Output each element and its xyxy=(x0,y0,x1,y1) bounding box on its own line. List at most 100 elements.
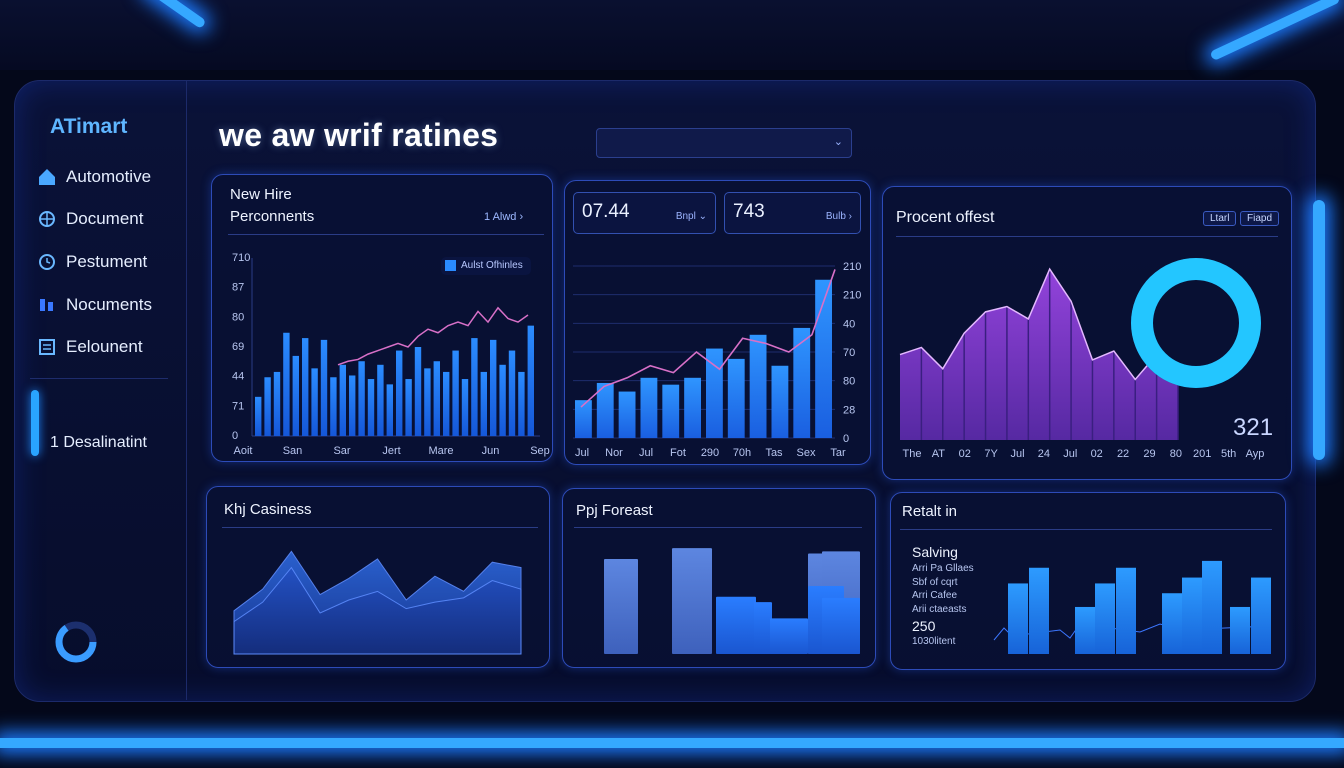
stat-button[interactable]: Bnpl ⌄ xyxy=(676,211,707,222)
sidebar-item-nocuments[interactable]: Nocuments xyxy=(36,294,152,316)
bar xyxy=(1182,577,1202,654)
sidebar-item-label: Pestument xyxy=(66,252,148,271)
stat-value: 07.44 xyxy=(582,201,630,222)
bar xyxy=(1202,560,1222,654)
y-tick-label: 0 xyxy=(843,433,849,445)
x-tick-label: Mare xyxy=(428,445,453,457)
x-tick-label: Sex xyxy=(797,447,816,459)
y-tick-label: 44 xyxy=(232,371,244,383)
brand-logo[interactable]: ATimart xyxy=(50,115,128,138)
bar xyxy=(283,332,290,436)
bar xyxy=(1251,577,1271,654)
bar xyxy=(684,377,701,438)
bar xyxy=(770,618,808,654)
retail-heading: Salving xyxy=(912,544,958,560)
x-tick-label: 22 xyxy=(1117,448,1129,460)
retail-line: Sbf of cqrt xyxy=(912,576,958,588)
bar xyxy=(461,379,469,436)
bar xyxy=(480,371,487,436)
header-dropdown[interactable]: ⌄ xyxy=(596,128,852,158)
x-tick-label: 02 xyxy=(1091,448,1103,460)
y-tick-label: 87 xyxy=(232,282,244,294)
x-tick-label: AT xyxy=(932,448,946,460)
panel-title: Ppj Foreast xyxy=(576,502,653,519)
bar xyxy=(815,279,832,438)
bar xyxy=(490,339,497,436)
chart-legend: Aulst Ofhinles xyxy=(441,257,531,275)
bar xyxy=(292,355,299,436)
floor-light-strip xyxy=(0,738,1344,748)
panel-title: Procent offest xyxy=(896,209,995,226)
x-tick-label: 29 xyxy=(1143,448,1155,460)
x-tick-label: Jul xyxy=(575,447,589,459)
retail-footnote: 1030litent xyxy=(912,636,956,647)
x-tick-label: Aoit xyxy=(234,445,253,457)
bar xyxy=(396,350,403,436)
page-title: we aw wrif ratines xyxy=(219,117,499,153)
bar xyxy=(499,364,506,436)
bar xyxy=(716,596,756,654)
sidebar-active-indicator xyxy=(31,390,39,456)
stat-button[interactable]: Bulb › xyxy=(826,211,852,222)
stat-value: 743 xyxy=(733,201,765,222)
bar xyxy=(706,348,723,438)
bar xyxy=(367,379,375,436)
panel-divider xyxy=(222,527,538,528)
retail-line: Arii ctaeasts xyxy=(912,603,967,615)
x-tick-label: San xyxy=(283,445,303,457)
sidebar-item-pestument[interactable]: Pestument xyxy=(36,251,147,273)
panel-big-value: 321 xyxy=(1233,414,1274,441)
legend-swatch xyxy=(445,260,456,271)
stat-button-label: Bulb xyxy=(825,211,846,222)
bar xyxy=(302,338,309,436)
chevron-down-icon: ⌄ xyxy=(833,136,843,148)
legend-label: Aulst Ofhinles xyxy=(461,260,523,271)
panel-button-2[interactable]: Fiapd xyxy=(1240,211,1280,226)
y-tick-label: 71 xyxy=(232,400,244,412)
clock-icon xyxy=(36,251,58,273)
right-scrollbar[interactable] xyxy=(1313,200,1325,460)
retail-line: Arri Pa Gllaes xyxy=(912,563,974,574)
bar xyxy=(433,361,440,436)
x-tick-label: 5th xyxy=(1221,448,1236,460)
list-icon xyxy=(36,336,58,358)
bar xyxy=(793,327,811,438)
home-icon xyxy=(36,166,58,188)
x-tick-label: 290 xyxy=(701,447,719,459)
panel-button-1[interactable]: Ltarl xyxy=(1203,211,1237,226)
sidebar-item-eelounent[interactable]: Eelounent xyxy=(36,336,143,358)
bar xyxy=(320,339,328,436)
sidebar-item-automotive[interactable]: Automotive xyxy=(36,166,151,188)
ceiling-background xyxy=(0,0,1344,70)
sidebar-divider xyxy=(30,378,168,379)
bar xyxy=(662,384,680,438)
panel-title: Retalt in xyxy=(902,503,958,520)
bar xyxy=(618,391,636,438)
x-tick-label: Tas xyxy=(765,447,783,459)
x-tick-label: 02 xyxy=(959,448,971,460)
retail-line: Arri Cafee xyxy=(912,590,958,601)
panel-title: Khj Casiness xyxy=(224,501,312,518)
area-series-front xyxy=(233,566,522,655)
bar xyxy=(349,375,356,436)
donut-arc xyxy=(1131,258,1261,388)
y-tick-label: 70 xyxy=(843,347,855,359)
bar xyxy=(311,368,318,436)
stat-button-label: Bnpl xyxy=(675,211,696,222)
panel-action-link[interactable]: 1 Alwd › xyxy=(484,211,523,223)
panel-action-label: 1 Alwd xyxy=(484,211,517,223)
x-tick-label: Sep xyxy=(530,445,550,457)
sidebar-item-document[interactable]: Document xyxy=(36,208,143,230)
x-tick-label: Ayp xyxy=(1246,448,1265,460)
series-line xyxy=(580,269,836,408)
series-line xyxy=(337,306,529,366)
area-fill xyxy=(900,269,1178,440)
sidebar-destination[interactable]: 1 Desalinatint xyxy=(50,434,147,451)
bar xyxy=(358,361,365,436)
bar xyxy=(1095,583,1115,654)
stat-card-1[interactable]: 07.44 Bnpl ⌄ xyxy=(573,192,716,234)
stat-card-2[interactable]: 743 Bulb › xyxy=(724,192,861,234)
